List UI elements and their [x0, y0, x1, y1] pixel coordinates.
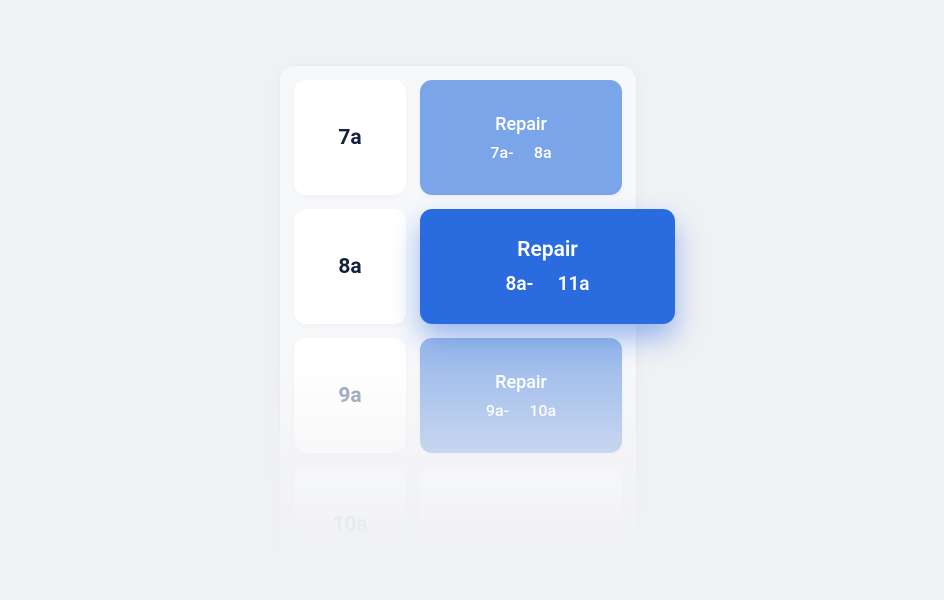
event-time-range: 8a- 11a [505, 272, 589, 295]
schedule-row: 9a Repair 9a- 10a [294, 338, 622, 453]
event-title: Repair [495, 372, 547, 393]
time-label-9a: 9a [294, 338, 406, 453]
empty-slot[interactable] [420, 467, 622, 582]
event-time-range: 9a- 10a [486, 401, 556, 420]
time-label-10a: 10a [294, 467, 406, 582]
event-card-repair-8a-selected[interactable]: Repair 8a- 11a [420, 209, 675, 324]
schedule-container: 7a Repair 7a- 8a 8a Repair 8a- 11a 9a Re… [280, 66, 636, 596]
event-card-repair-7a[interactable]: Repair 7a- 8a [420, 80, 622, 195]
event-title: Repair [517, 238, 578, 262]
schedule-row: 7a Repair 7a- 8a [294, 80, 622, 195]
event-title: Repair [495, 114, 547, 135]
time-label-8a: 8a [294, 209, 406, 324]
schedule-row: 8a Repair 8a- 11a [294, 209, 622, 324]
event-card-repair-9a[interactable]: Repair 9a- 10a [420, 338, 622, 453]
event-time-range: 7a- 8a [490, 143, 551, 162]
schedule-row: 10a [294, 467, 622, 582]
time-label-7a: 7a [294, 80, 406, 195]
